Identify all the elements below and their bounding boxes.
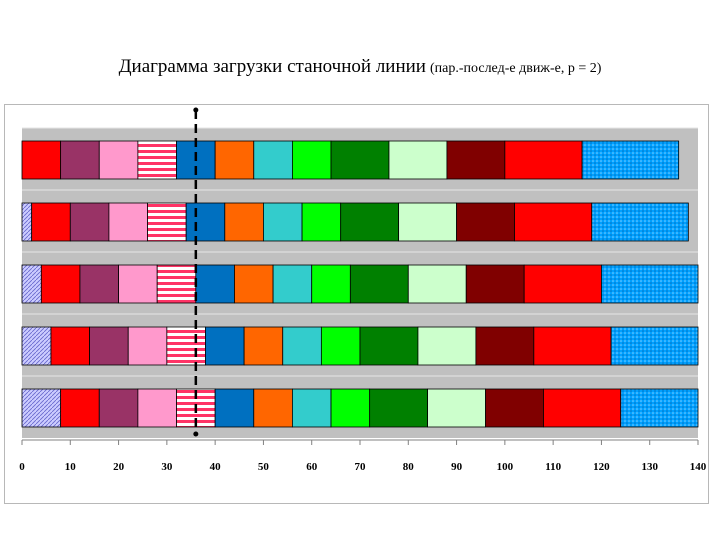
bar-segment bbox=[301, 202, 342, 242]
bar-segment bbox=[504, 140, 583, 180]
bar-segment bbox=[253, 140, 293, 180]
bar-segment bbox=[601, 264, 699, 304]
bar-segment bbox=[581, 140, 680, 180]
bar-segment bbox=[21, 140, 62, 180]
bar-segment bbox=[263, 202, 303, 242]
bar-segment bbox=[446, 140, 506, 180]
bar-segment bbox=[465, 264, 525, 304]
bar-segment bbox=[195, 264, 235, 304]
bar-segment bbox=[620, 388, 699, 428]
bar-segment bbox=[417, 326, 477, 366]
x-tick-label: 70 bbox=[355, 461, 367, 473]
bar-segment bbox=[407, 264, 467, 304]
bar-segment bbox=[388, 140, 448, 180]
reference-line-bottom-marker bbox=[193, 431, 199, 437]
bar-segment bbox=[543, 388, 622, 428]
bar-segment bbox=[272, 264, 313, 304]
bar-segment bbox=[60, 140, 100, 180]
bar-segment bbox=[108, 202, 148, 242]
chart-title: Диаграмма загрузки станочной линии (пар.… bbox=[0, 56, 720, 78]
bar-segment bbox=[31, 202, 71, 242]
bar-segment bbox=[514, 202, 593, 242]
bar-segment bbox=[214, 388, 255, 428]
bar-segment bbox=[475, 326, 535, 366]
x-tick-label: 10 bbox=[65, 461, 77, 473]
bar-segment bbox=[98, 388, 139, 428]
bar-segment bbox=[40, 264, 81, 304]
bar-segment bbox=[398, 202, 457, 242]
chart-title-sub: (пар.-послед-е движ-е, р = 2) bbox=[429, 61, 602, 76]
x-axis: 0 10 20 30 40 50 60 70 80 90 100 110 120 130 140 bbox=[19, 439, 707, 473]
offset-segment bbox=[21, 202, 33, 242]
bar-segment bbox=[127, 326, 168, 366]
bar-segment bbox=[224, 202, 264, 242]
bar-segment bbox=[291, 388, 332, 428]
bar-segment bbox=[89, 326, 129, 366]
x-tick-label: 110 bbox=[545, 461, 561, 473]
bar-segment bbox=[340, 202, 400, 242]
bar-segment bbox=[243, 326, 284, 366]
bar-segment bbox=[591, 202, 689, 242]
x-tick-label: 100 bbox=[497, 461, 514, 473]
reference-line-top-marker bbox=[193, 107, 199, 113]
bar-segment bbox=[610, 326, 699, 366]
x-tick-label: 130 bbox=[641, 461, 658, 473]
bar-segment bbox=[214, 140, 255, 180]
x-tick-label: 50 bbox=[258, 461, 270, 473]
bar-segment bbox=[147, 202, 187, 242]
x-tick-label: 80 bbox=[403, 461, 415, 473]
bar-segment bbox=[485, 388, 544, 428]
bar-segment bbox=[156, 264, 197, 304]
bar-segment bbox=[369, 388, 428, 428]
bar-segment bbox=[349, 264, 409, 304]
bar-segment bbox=[69, 202, 110, 242]
bar-segment bbox=[98, 140, 139, 180]
x-tick-label: 40 bbox=[210, 461, 222, 473]
chart-title-main: Диаграмма загрузки станочной линии bbox=[118, 56, 426, 77]
bar-segment bbox=[456, 202, 515, 242]
x-tick-label: 20 bbox=[113, 461, 125, 473]
x-tick-label: 0 bbox=[19, 461, 25, 473]
bar-segment bbox=[50, 326, 90, 366]
bar-segment bbox=[523, 264, 602, 304]
bar-segment bbox=[291, 140, 332, 180]
offset-segment bbox=[21, 264, 42, 304]
bar-segment bbox=[282, 326, 322, 366]
x-tick-label: 120 bbox=[593, 461, 610, 473]
bar-segment bbox=[320, 326, 361, 366]
offset-segment bbox=[21, 326, 52, 366]
bar-segment bbox=[533, 326, 612, 366]
x-tick-label: 90 bbox=[451, 461, 463, 473]
bar-segment bbox=[311, 264, 351, 304]
bar-segment bbox=[330, 388, 371, 428]
bar-segment bbox=[79, 264, 119, 304]
bar-segment bbox=[60, 388, 100, 428]
bars bbox=[21, 140, 699, 428]
reference-line bbox=[193, 107, 199, 437]
bar-segment bbox=[137, 140, 177, 180]
bar-segment bbox=[234, 264, 274, 304]
offset-segment bbox=[21, 388, 62, 428]
bar-segment bbox=[253, 388, 293, 428]
bar-segment bbox=[427, 388, 486, 428]
bar-segment bbox=[166, 326, 206, 366]
x-tick-label: 140 bbox=[690, 461, 707, 473]
bar-segment bbox=[359, 326, 419, 366]
bar-segment bbox=[137, 388, 177, 428]
x-tick-label: 30 bbox=[161, 461, 173, 473]
bar-segment bbox=[330, 140, 390, 180]
bar-segment bbox=[205, 326, 245, 366]
bar-segment bbox=[118, 264, 158, 304]
bar-segment bbox=[185, 202, 226, 242]
x-tick-label: 60 bbox=[306, 461, 318, 473]
